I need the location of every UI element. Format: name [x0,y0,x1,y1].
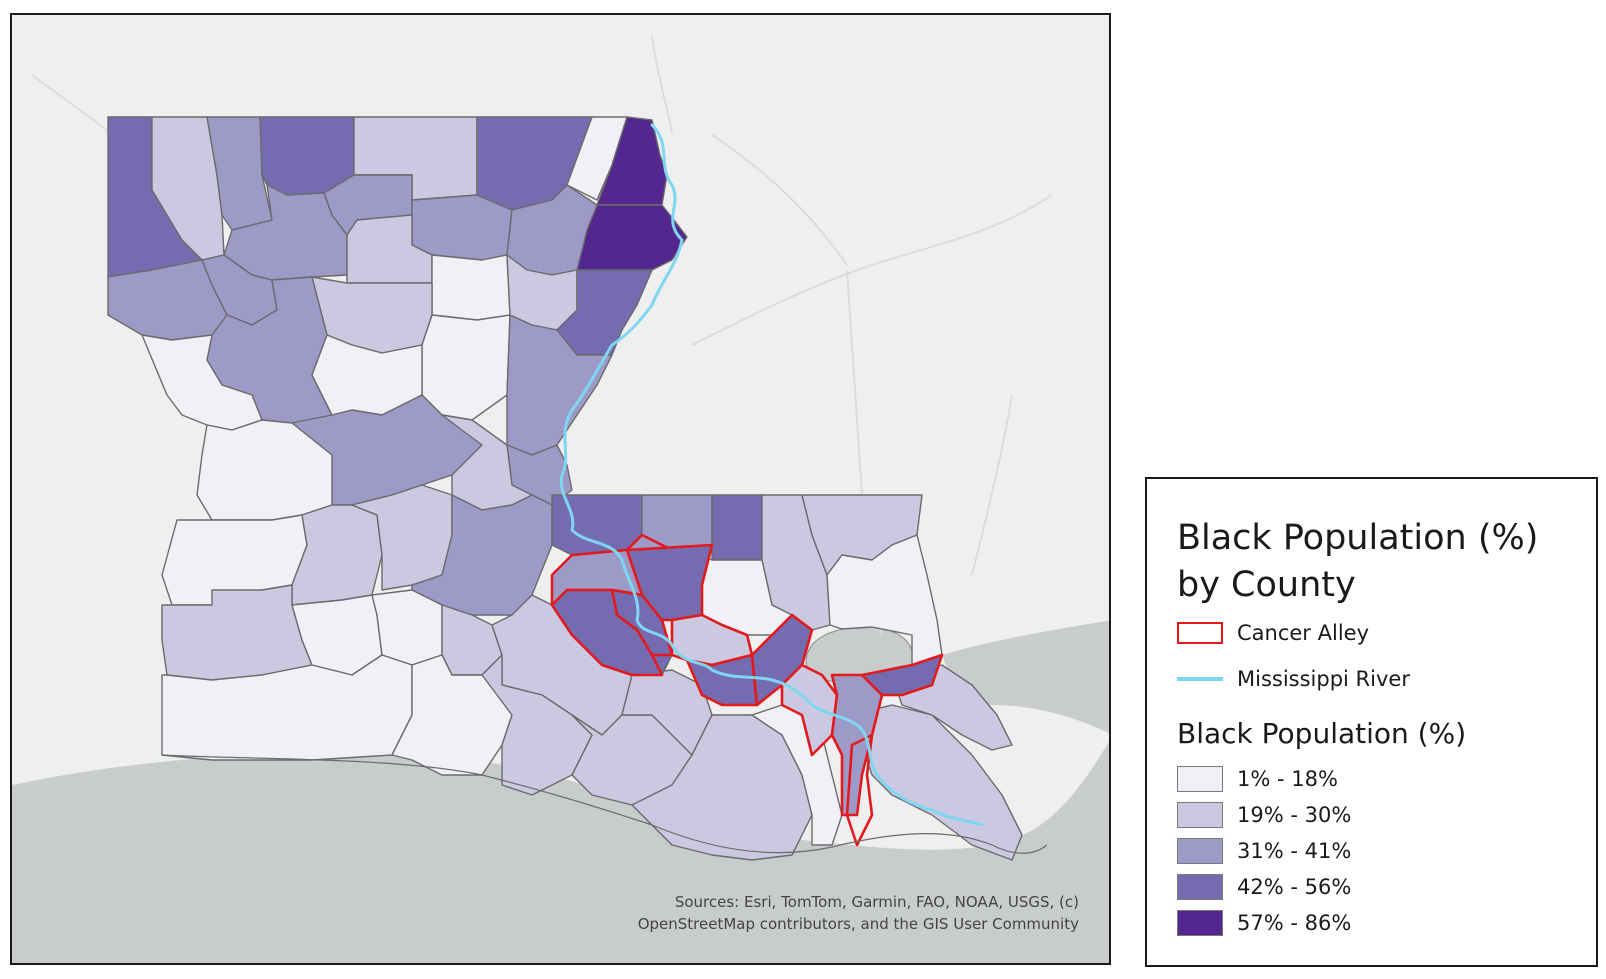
map-panel[interactable]: Sources: Esri, TomTom, Garmin, FAO, NOAA… [10,13,1111,965]
legend-class-row: 1% - 18% [1177,765,1338,793]
class-swatch [1177,838,1223,864]
map-attribution: Sources: Esri, TomTom, Garmin, FAO, NOAA… [638,891,1079,935]
class-label: 31% - 41% [1237,839,1352,863]
legend-title: Black Population (%) by County [1177,518,1539,605]
river-swatch [1177,668,1223,690]
class-swatch [1177,766,1223,792]
coastline [161,754,1048,854]
parish-acadia [371,589,443,666]
parish-st-helena [711,494,763,561]
class-swatch [1177,874,1223,900]
parish-cameron [161,654,413,761]
mississippi-river [559,123,984,827]
legend-class-row: 19% - 30% [1177,801,1351,829]
louisiana-choropleth-map[interactable] [12,15,1111,965]
legend-class-row: 57% - 86% [1177,909,1351,937]
class-swatch [1177,802,1223,828]
cancer-alley-st-john [750,613,814,707]
class-label: 19% - 30% [1237,803,1352,827]
parish-caldwell [431,254,511,321]
cancer-alley-swatch [1177,622,1223,644]
parish-west-carroll [566,116,628,201]
cancer-alley-orleans [860,653,944,697]
parish-ouachita [411,194,513,261]
cancer-alley-label: Cancer Alley [1237,621,1369,645]
cancer-alley-plaquemines-strip [845,733,874,847]
attribution-line-1: Sources: Esri, TomTom, Garmin, FAO, NOAA… [674,893,1079,911]
class-label: 42% - 56% [1237,875,1352,899]
gulf-of-mexico [12,741,1109,963]
legend-class-row: 31% - 41% [1177,837,1351,865]
parish-st-tammany [826,534,943,666]
cancer-alley-iberville [550,588,664,677]
class-label: 1% - 18% [1237,767,1338,791]
parish-allen [291,504,383,606]
parish-catahoula [506,314,613,456]
legend-cancer-alley: Cancer Alley [1177,619,1369,647]
parish-sabine [141,334,263,431]
river-label: Mississippi River [1237,667,1410,691]
parish-west-feliciana [551,494,643,556]
class-swatch [1177,910,1223,936]
attribution-line-2: OpenStreetMap contributors, and the GIS … [637,915,1079,933]
class-label: 57% - 86% [1237,911,1352,935]
legend-class-row: 42% - 56% [1177,873,1351,901]
legend-mississippi-river: Mississippi River [1177,665,1410,693]
mississippi-sound [942,620,1109,734]
map-legend: Black Population (%) by County Cancer Al… [1145,477,1598,967]
legend-classes-title: Black Population (%) [1177,717,1467,750]
